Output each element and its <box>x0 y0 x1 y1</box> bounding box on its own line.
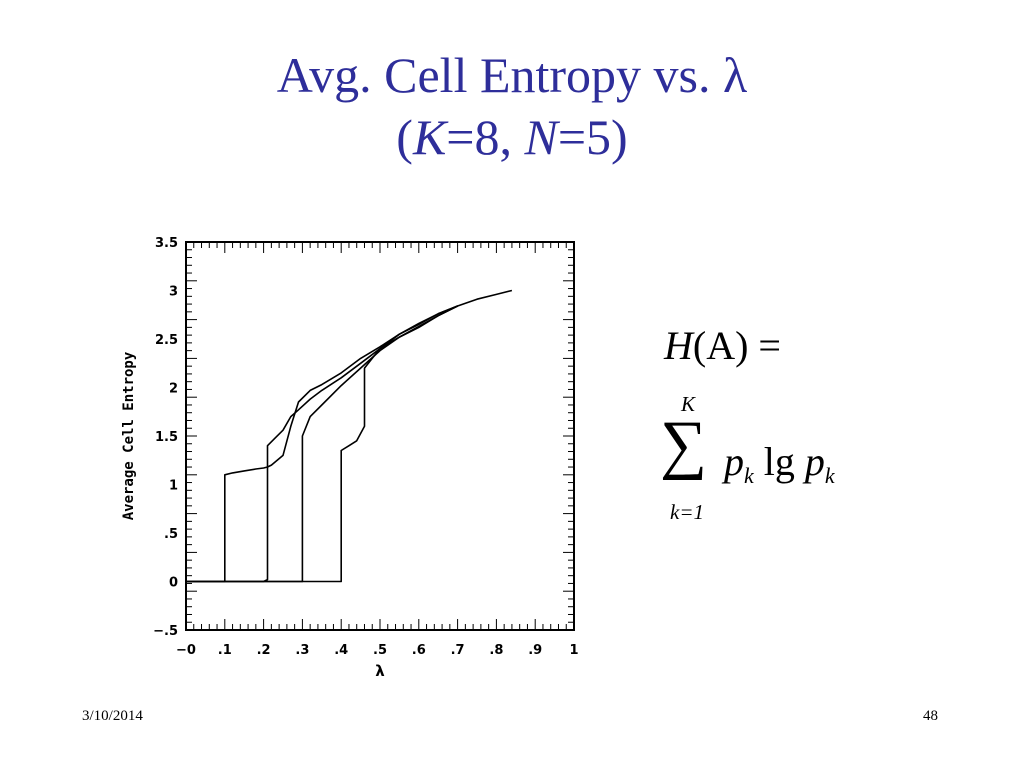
y-tick-label: 2 <box>169 382 178 397</box>
series-line-4 <box>186 305 458 583</box>
title-n-symbol: N <box>524 109 558 165</box>
x-tick-label: .6 <box>412 643 426 658</box>
y-tick-label: .5 <box>164 527 178 542</box>
x-tick-label: .1 <box>218 643 232 658</box>
title-k-symbol: K <box>412 109 447 165</box>
formula-k1: k <box>744 463 754 488</box>
x-tick-label: .7 <box>451 643 465 658</box>
title-open-paren: ( <box>396 109 413 165</box>
y-tick-label: 3 <box>169 285 178 300</box>
formula-lhs-rest: (A) = <box>692 323 781 368</box>
x-tick-label: .8 <box>489 643 503 658</box>
title-line-1: Avg. Cell Entropy vs. λ <box>276 47 748 103</box>
x-tick-label: .9 <box>528 643 542 658</box>
formula-k2: k <box>824 463 835 488</box>
formula-lg: lg <box>753 439 805 484</box>
series-line-3 <box>186 305 458 583</box>
x-tick-label: .3 <box>295 643 309 658</box>
series-line-1 <box>186 289 513 583</box>
sigma-symbol: ∑ <box>660 408 708 481</box>
sum-lower-limit: k=1 <box>670 500 704 524</box>
y-axis-label: Average Cell Entropy <box>121 351 137 520</box>
y-tick-label: 2.5 <box>155 333 178 348</box>
x-tick-label: .4 <box>334 643 348 658</box>
formula-term: pk lg pk <box>724 438 835 489</box>
formula-lhs: H(A) = <box>664 322 781 369</box>
series-line-2 <box>186 305 458 583</box>
slide-title: Avg. Cell Entropy vs. λ (K=8, N=5) <box>0 44 1024 168</box>
y-tick-label: 1.5 <box>155 430 178 445</box>
x-tick-label: −0 <box>176 643 196 658</box>
x-tick-label: 1 <box>569 643 578 658</box>
formula-p1: p <box>724 439 744 484</box>
x-tick-label: .2 <box>257 643 271 658</box>
y-tick-label: 0 <box>169 576 178 591</box>
y-tick-label: 1 <box>169 479 178 494</box>
title-k-value: =8, <box>446 109 525 165</box>
footer-date: 3/10/2014 <box>82 708 143 724</box>
sum-upper-limit: K <box>681 392 696 416</box>
page-number: 48 <box>923 708 938 724</box>
title-line-2: (K=8, N=5) <box>0 106 1024 168</box>
formula-h: H <box>664 323 693 368</box>
entropy-chart: −0 .1 .2 .3 .4 .5 .6 .7 .8 .9 1 −.5 0 .5 1 1.5 2 2.5 3 3.5 λ… <box>121 236 579 680</box>
y-tick-label: 3.5 <box>155 236 178 251</box>
title-n-value: =5) <box>557 109 628 165</box>
x-axis-label: λ <box>375 662 385 680</box>
y-tick-label: −.5 <box>153 624 178 639</box>
formula-p2: p <box>804 439 825 484</box>
x-tick-label: .5 <box>373 643 387 658</box>
plot-frame <box>185 241 575 631</box>
